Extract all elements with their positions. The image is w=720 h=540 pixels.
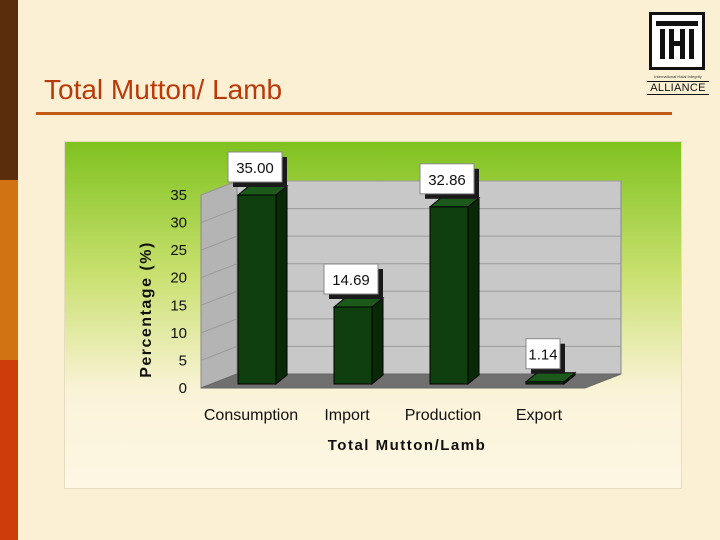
bar-side: [371, 296, 384, 386]
slide-title: Total Mutton/ Lamb: [44, 74, 283, 105]
data-label-box: [525, 338, 561, 370]
y-tick-label: 25: [170, 242, 187, 259]
x-tick-label: Consumption: [204, 407, 298, 424]
ihi-alliance-logo: International Halal Integrity ALLIANCE: [647, 12, 709, 96]
y-gridline: [200, 208, 621, 224]
title-underline: [36, 112, 672, 115]
y-tick-label: 30: [170, 215, 187, 232]
bar-production: [429, 206, 469, 385]
chart-floor: [200, 373, 622, 389]
y-gridline: [200, 290, 621, 306]
sidebar-band-dark: [0, 0, 18, 180]
sidebar-band-orange: [0, 180, 18, 360]
data-label: 35.00: [236, 160, 274, 177]
bar-chart: 0 5 10 15 20 25 30 35 35.00 Consumption 14.69 Impor…: [138, 151, 622, 454]
y-gridline: [200, 263, 621, 279]
y-gridline: [200, 345, 621, 361]
bar-side: [275, 184, 288, 386]
logo-alliance-text: ALLIANCE: [647, 81, 709, 95]
data-label: 14.69: [332, 272, 370, 289]
x-tick-label: Production: [405, 407, 482, 424]
y-gridline: [200, 318, 621, 334]
y-tick-label: 20: [170, 270, 187, 287]
data-label-box: [419, 163, 475, 195]
y-tick-label: 5: [179, 352, 187, 369]
data-label-box: [227, 151, 283, 183]
sidebar-band-red: [0, 360, 18, 540]
y-gridline: [200, 235, 621, 251]
x-tick-label: Import: [324, 407, 370, 424]
ihi-logo-mark: [649, 12, 705, 70]
bar-side: [467, 196, 480, 386]
logo-small-text: International Halal Integrity: [654, 74, 702, 79]
bar-import: [333, 306, 373, 385]
data-label: 1.14: [528, 347, 557, 364]
y-tick-label: 35: [170, 187, 187, 204]
x-tick-label: Export: [516, 407, 563, 424]
chart-panel: 0 5 10 15 20 25 30 35 35.00 Consumption 14.69 Impor…: [64, 141, 682, 489]
y-axis-title: Percentage (%): [138, 241, 155, 378]
y-tick-label: 15: [170, 297, 187, 314]
y-tick-label: 10: [170, 325, 187, 342]
data-label-box: [323, 263, 379, 295]
bar-consumption: [237, 194, 277, 385]
ihi-glyph-icon: [656, 21, 698, 59]
y-tick-label: 0: [179, 380, 187, 397]
chart-side-wall: [200, 180, 238, 389]
x-axis-title: Total Mutton/Lamb: [328, 437, 487, 454]
accent-sidebar: [0, 0, 18, 540]
bar-top: [524, 372, 577, 383]
data-label: 32.86: [428, 172, 466, 189]
